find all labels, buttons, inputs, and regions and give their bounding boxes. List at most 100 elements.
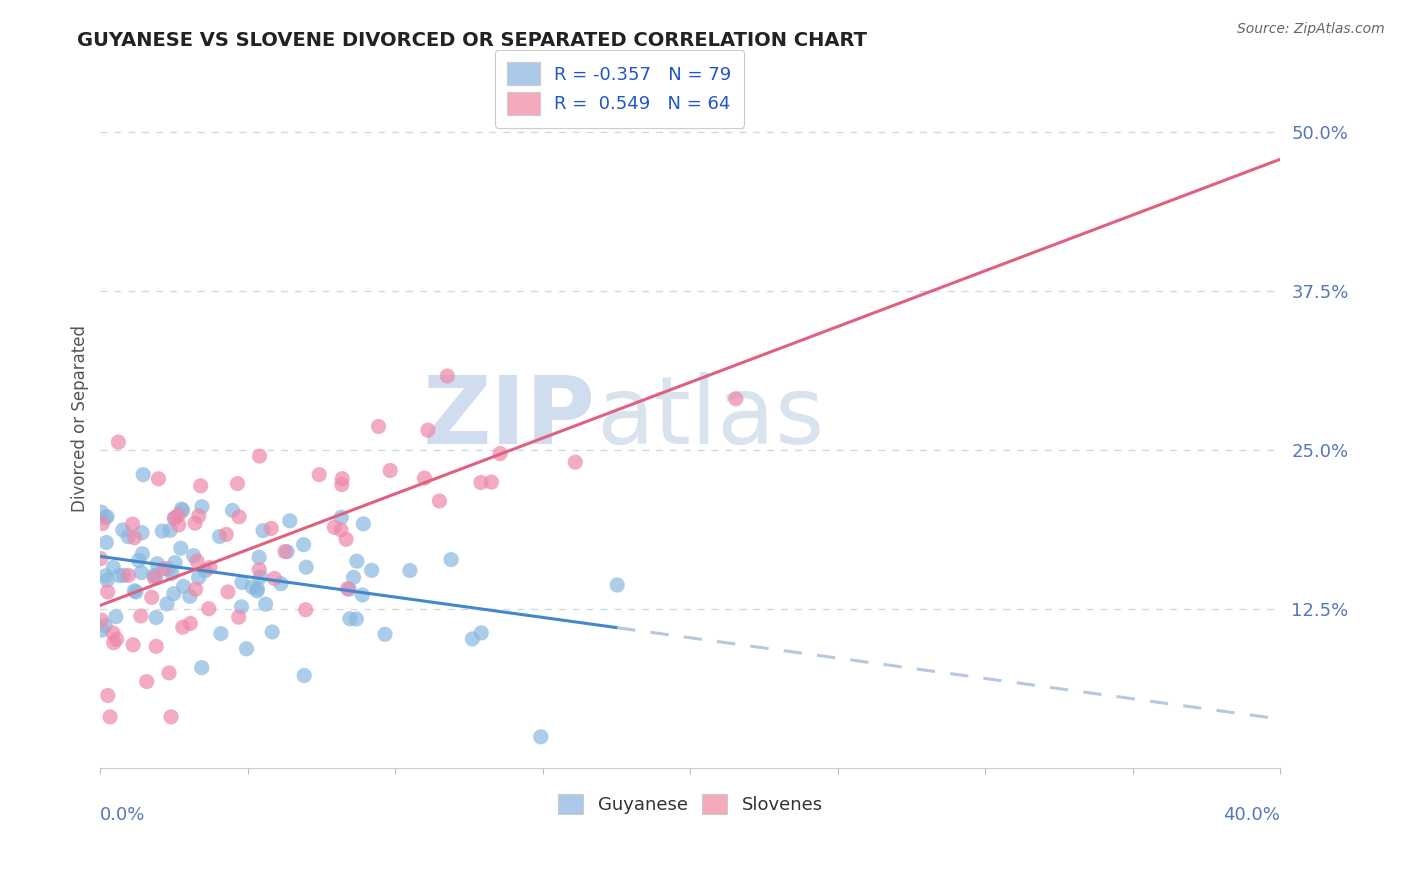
Point	[131, 566, 153, 580]
Point	[249, 570, 271, 584]
Point	[489, 447, 512, 461]
Point	[94, 569, 117, 583]
Point	[228, 509, 250, 524]
Point	[172, 503, 194, 517]
Point	[374, 627, 396, 641]
Point	[294, 603, 316, 617]
Point	[173, 579, 195, 593]
Point	[330, 510, 353, 524]
Point	[124, 583, 146, 598]
Point	[254, 597, 277, 611]
Point	[564, 455, 586, 469]
Point	[440, 552, 463, 566]
Point	[252, 524, 274, 538]
Point	[96, 574, 118, 588]
Point	[481, 475, 503, 489]
Point	[160, 566, 183, 581]
Point	[339, 612, 361, 626]
Point	[90, 505, 112, 519]
Point	[262, 624, 284, 639]
Point	[94, 510, 117, 524]
Point	[163, 587, 186, 601]
Point	[247, 550, 270, 565]
Point	[121, 517, 143, 532]
Point	[183, 549, 205, 563]
Point	[246, 583, 269, 598]
Point	[292, 668, 315, 682]
Point	[336, 582, 359, 596]
Text: atlas: atlas	[596, 372, 824, 464]
Text: 0.0%: 0.0%	[100, 806, 146, 824]
Point	[160, 710, 183, 724]
Point	[209, 626, 232, 640]
Text: Source: ZipAtlas.com: Source: ZipAtlas.com	[1237, 22, 1385, 37]
Point	[167, 517, 190, 532]
Point	[96, 535, 118, 549]
Point	[240, 580, 263, 594]
Point	[125, 585, 148, 599]
Point	[330, 477, 353, 491]
Point	[295, 560, 318, 574]
Point	[104, 609, 127, 624]
Point	[167, 508, 190, 522]
Point	[335, 533, 357, 547]
Point	[194, 564, 217, 578]
Point	[128, 553, 150, 567]
Point	[159, 524, 181, 538]
Point	[122, 638, 145, 652]
Point	[90, 623, 112, 637]
Point	[112, 568, 135, 582]
Point	[145, 640, 167, 654]
Point	[346, 554, 368, 568]
Point	[184, 516, 207, 530]
Point	[186, 554, 208, 568]
Text: GUYANESE VS SLOVENE DIVORCED OR SEPARATED CORRELATION CHART: GUYANESE VS SLOVENE DIVORCED OR SEPARATE…	[77, 31, 868, 50]
Point	[107, 435, 129, 450]
Point	[429, 494, 451, 508]
Point	[170, 541, 193, 556]
Point	[260, 521, 283, 535]
Point	[111, 523, 134, 537]
Point	[606, 578, 628, 592]
Point	[337, 582, 360, 597]
Point	[108, 568, 131, 582]
Point	[278, 514, 301, 528]
Point	[342, 570, 364, 584]
Point	[117, 568, 139, 582]
Point	[165, 556, 187, 570]
Point	[330, 523, 353, 537]
Point	[436, 369, 458, 384]
Point	[131, 547, 153, 561]
Point	[470, 475, 492, 490]
Point	[98, 710, 121, 724]
Point	[352, 516, 374, 531]
Point	[132, 467, 155, 482]
Point	[179, 616, 201, 631]
Point	[308, 467, 330, 482]
Point	[249, 449, 271, 463]
Point	[90, 613, 112, 627]
Point	[150, 524, 173, 538]
Point	[360, 563, 382, 577]
Point	[146, 557, 169, 571]
Point	[172, 620, 194, 634]
Point	[217, 585, 239, 599]
Point	[103, 636, 125, 650]
Point	[145, 610, 167, 624]
Point	[163, 511, 186, 525]
Point	[97, 585, 120, 599]
Legend: Guyanese, Slovenes: Guyanese, Slovenes	[551, 787, 830, 822]
Point	[724, 392, 747, 406]
Point	[323, 520, 346, 534]
Point	[145, 569, 167, 583]
Point	[97, 689, 120, 703]
Point	[101, 626, 124, 640]
Point	[148, 472, 170, 486]
Point	[90, 551, 112, 566]
Point	[141, 591, 163, 605]
Y-axis label: Divorced or Separated: Divorced or Separated	[72, 325, 89, 512]
Point	[103, 560, 125, 574]
Point	[105, 632, 128, 647]
Point	[231, 575, 253, 590]
Point	[246, 582, 269, 596]
